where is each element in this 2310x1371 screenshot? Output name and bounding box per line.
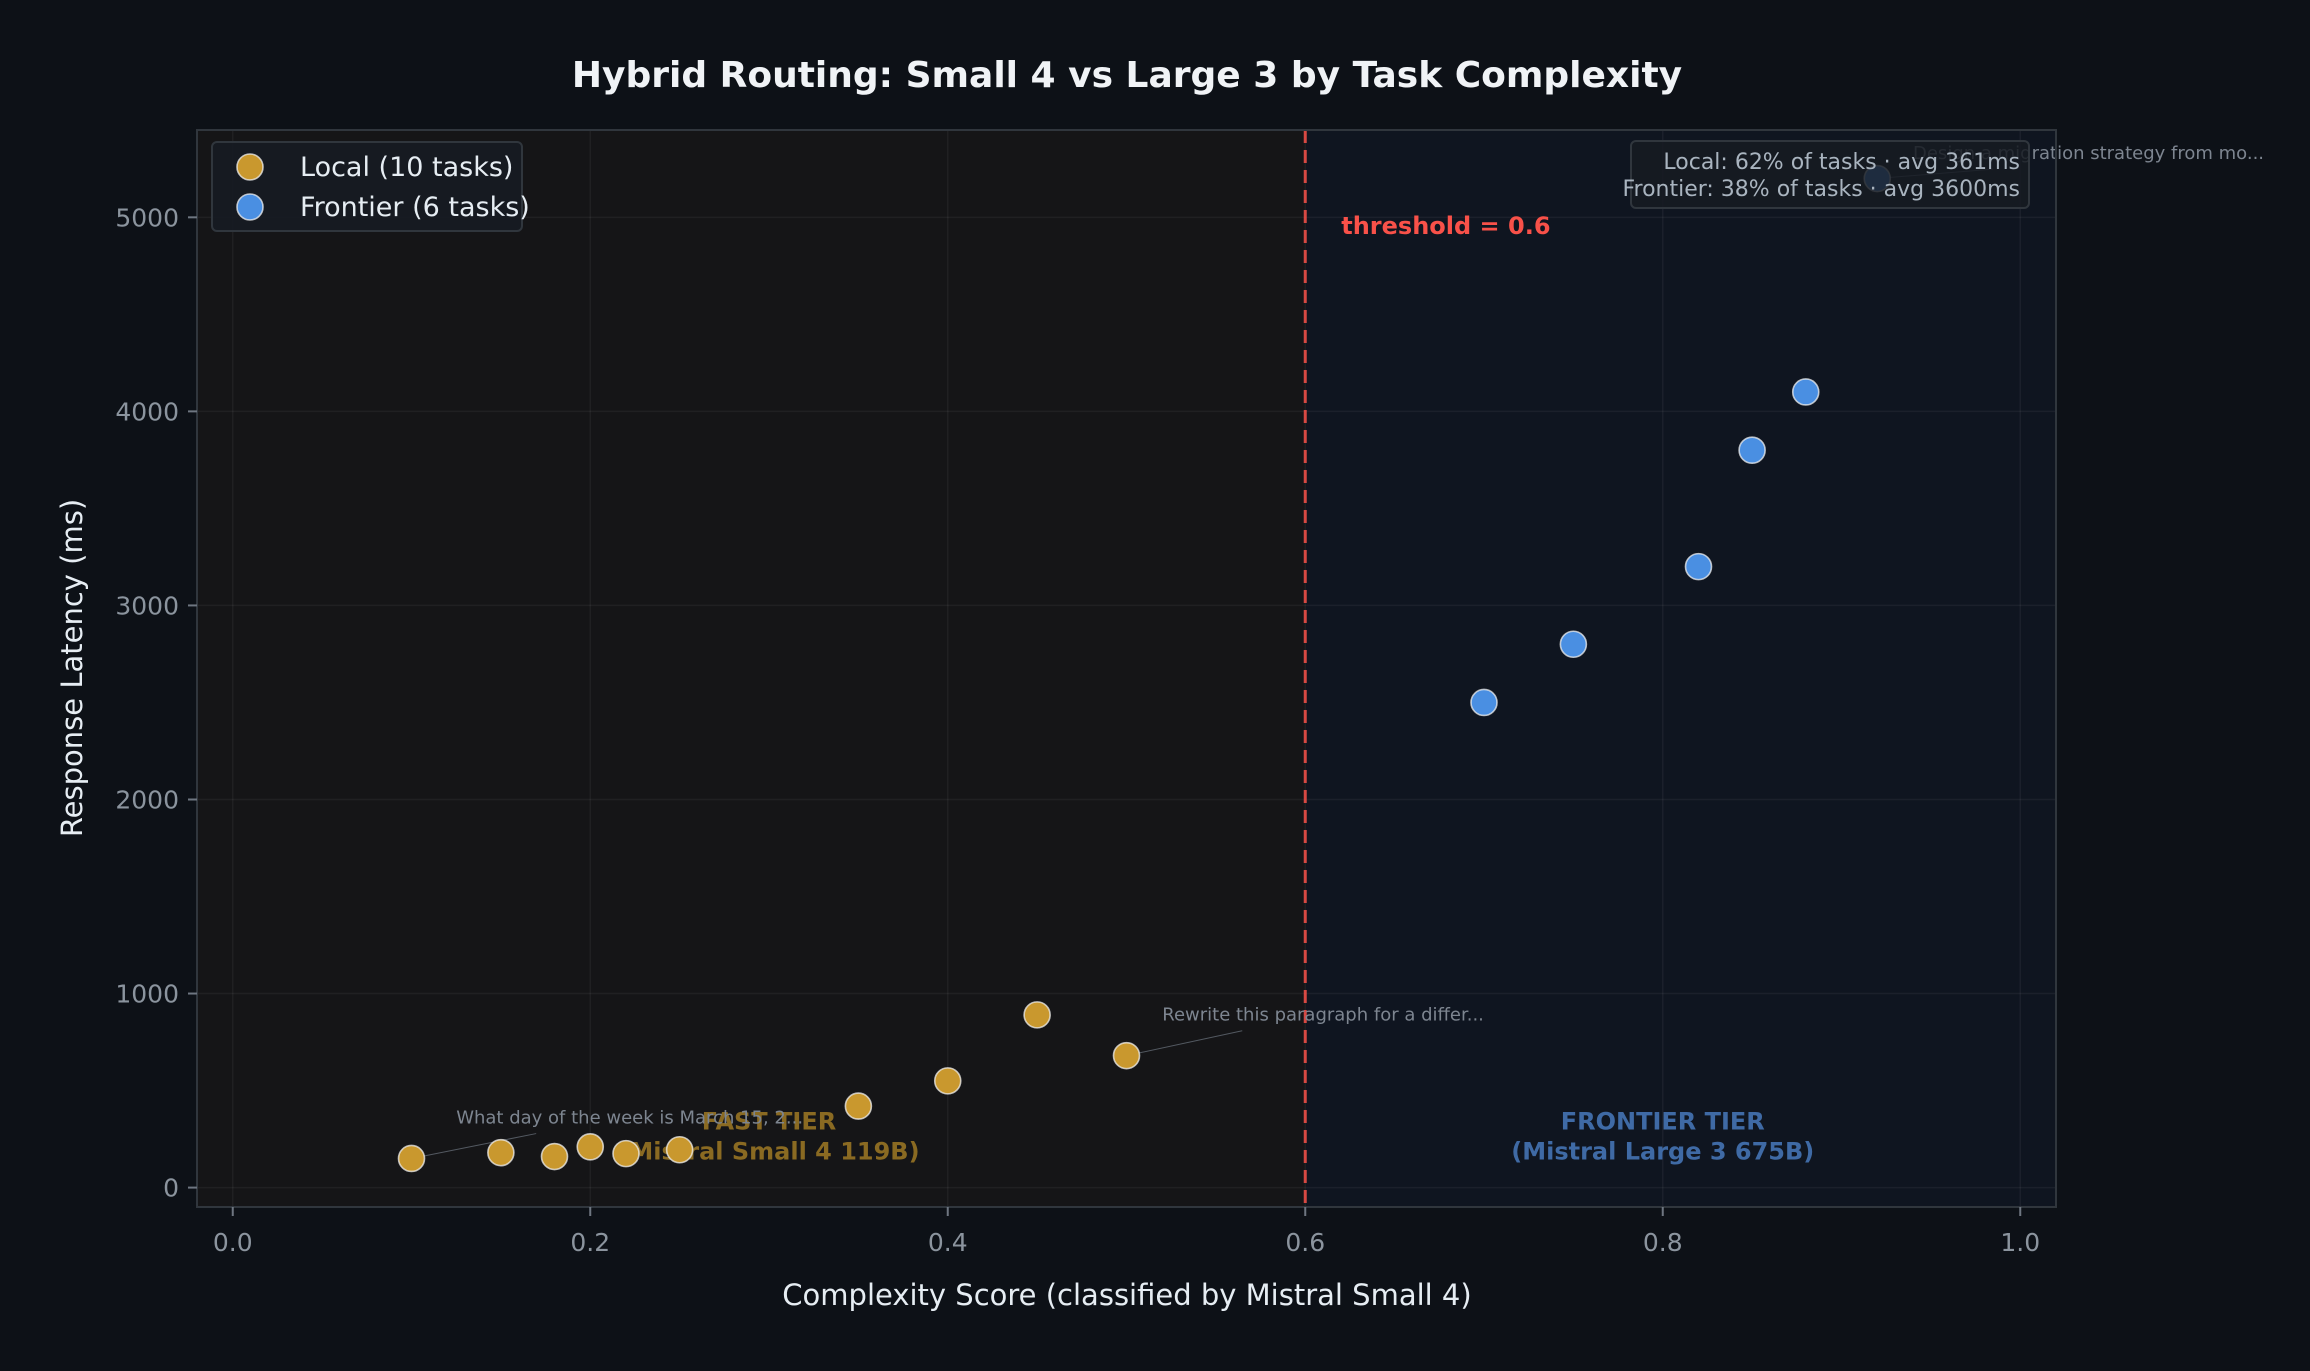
fast-tier-region (197, 130, 1306, 1207)
y-tick-label: 1000 (115, 980, 179, 1009)
x-tick-label: 0.4 (928, 1228, 968, 1257)
frontier-point (1684, 552, 1713, 581)
frontier-point (1738, 436, 1766, 464)
y-tick-label: 5000 (115, 203, 179, 232)
x-axis-label: Complexity Score (classified by Mistral … (782, 1278, 1471, 1312)
local-point (540, 1142, 569, 1171)
local-point (397, 1144, 426, 1173)
y-axis-label: Response Latency (ms) (55, 499, 89, 837)
x-tick-label: 0.6 (1285, 1228, 1325, 1257)
region-label-model: (Mistral Small 4 119B) (618, 1137, 919, 1165)
plot-area (197, 130, 2056, 1207)
region-label-title: FAST TIER (702, 1107, 836, 1135)
frontier-point (1559, 630, 1588, 659)
annotation-leader (1126, 1030, 1243, 1057)
stats-box-frame (1630, 140, 2030, 209)
x-tick-label: 1.0 (2000, 1228, 2040, 1257)
local-point (844, 1092, 873, 1120)
point-annotation: What day of the week is March 15, 2... (456, 1108, 803, 1129)
local-point (665, 1135, 694, 1164)
gridlines (197, 130, 2056, 1207)
y-tick-label: 4000 (115, 397, 179, 426)
legend-marker (236, 193, 264, 221)
legend-label: Local (10 tasks) (300, 152, 513, 183)
local-point (933, 1067, 962, 1095)
local-point (612, 1139, 640, 1168)
stats-frontier: Frontier: 38% of tasks · avg 3600ms (1622, 177, 2020, 202)
x-axis: 0.0 0.2 0.4 0.6 0.8 1.0 (213, 1207, 2040, 1257)
x-tick-label: 0.0 (213, 1228, 253, 1257)
threshold: threshold = 0.6 (1303, 130, 1551, 1207)
y-axis: 0 1000 2000 3000 4000 5000 (115, 203, 197, 1203)
y-tick-label: 0 (163, 1174, 179, 1203)
stats-box: Local: 62% of tasks · avg 361ms Frontier… (1622, 140, 2030, 209)
legend-marker (236, 153, 264, 181)
legend-label: Frontier (6 tasks) (300, 192, 530, 223)
local-point (576, 1133, 605, 1161)
region-label-title: FRONTIER TIER (1561, 1107, 1765, 1135)
legend: Local (10 tasks) Frontier (6 tasks) (211, 141, 530, 232)
threshold-label: threshold = 0.6 (1341, 212, 1550, 240)
chart-title: Hybrid Routing: Small 4 vs Large 3 by Ta… (572, 55, 1682, 96)
legend-box (211, 141, 523, 232)
plot-frame (196, 129, 2057, 1208)
annotation-leader (411, 1133, 537, 1159)
local-point (487, 1138, 515, 1167)
x-tick-label: 0.2 (570, 1228, 610, 1257)
local-point (1023, 1001, 1051, 1029)
local-point (1112, 1041, 1141, 1070)
x-tick-label: 0.8 (1643, 1228, 1683, 1257)
point-annotation: Rewrite this paragraph for a differ... (1162, 1005, 1484, 1026)
region-label-model: (Mistral Large 3 675B) (1511, 1137, 1814, 1165)
frontier-tier-region (1306, 130, 2056, 1207)
frontier-point (1470, 688, 1498, 717)
y-tick-label: 2000 (115, 785, 179, 814)
y-tick-label: 3000 (115, 591, 179, 620)
stats-local: Local: 62% of tasks · avg 361ms (1663, 150, 2020, 175)
frontier-point (1791, 378, 1820, 406)
